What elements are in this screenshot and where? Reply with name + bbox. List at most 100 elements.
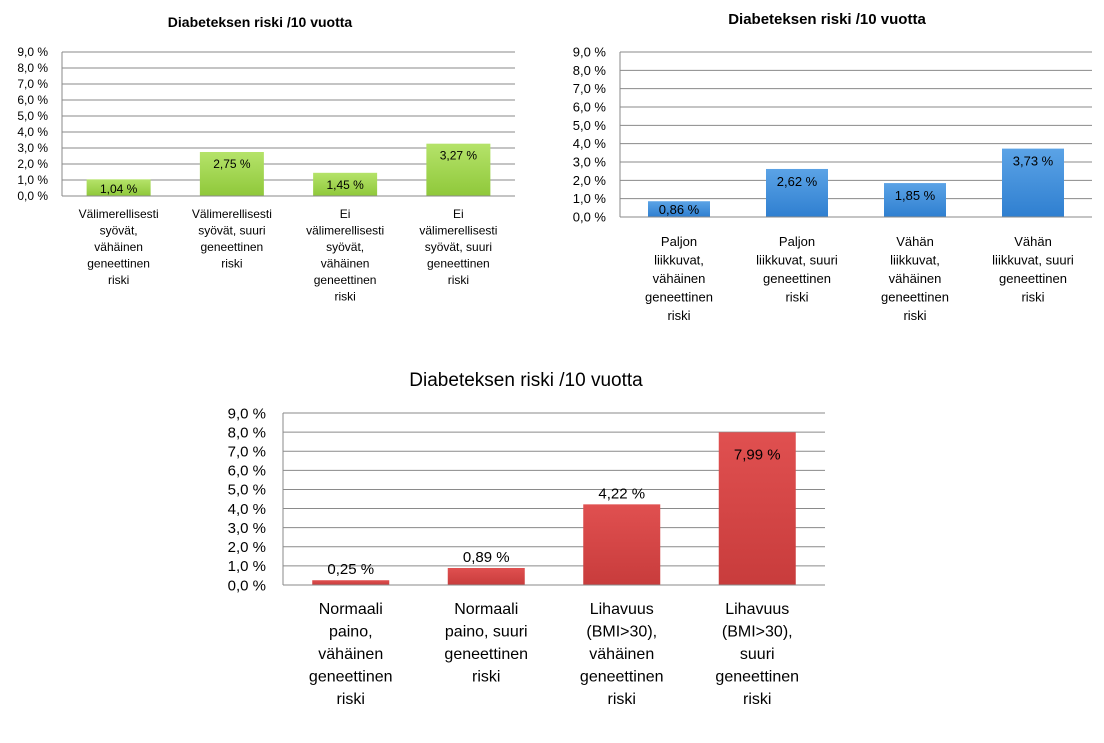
y-tick-label: 1,0 %: [573, 191, 607, 206]
y-tick-label: 7,0 %: [17, 77, 48, 91]
category-label: vähäinen: [889, 271, 942, 286]
category-label: geneettinen: [427, 257, 490, 271]
data-label: 7,99 %: [734, 446, 781, 463]
y-tick-label: 3,0 %: [228, 520, 266, 537]
category-label: geneettinen: [645, 290, 713, 305]
category-label: liikkuvat, suuri: [756, 253, 838, 268]
category-label: Välimerellisesti: [192, 207, 272, 221]
chart-body-weight: Diabeteksen riski /10 vuotta 0,0 % 1,0 % 2,…: [200, 360, 840, 743]
category-label: riski: [334, 290, 355, 304]
category-label: (BMI>30),: [586, 624, 657, 641]
category-label: geneettinen: [881, 290, 949, 305]
y-tick-label: 8,0 %: [573, 63, 607, 78]
y-tick-label: 1,0 %: [17, 173, 48, 187]
category-label: geneettinen: [763, 271, 831, 286]
category-label: Lihavuus: [590, 601, 654, 618]
chart-title: Diabeteksen riski /10 vuotta: [168, 14, 353, 30]
category-label: syövät, suuri: [425, 240, 492, 254]
data-label: 1,85 %: [895, 188, 936, 203]
bar: [312, 580, 390, 585]
category-label: Lihavuus: [725, 601, 789, 618]
category-label: Paljon: [779, 234, 815, 249]
data-label: 2,75 %: [213, 157, 251, 171]
category-label: (BMI>30),: [722, 624, 793, 641]
category-label: riski: [337, 691, 365, 708]
chart-svg-1: Diabeteksen riski /10 vuotta 0,0 % 1,0 % 2,…: [17, 14, 515, 304]
y-tick-label: 0,0 %: [228, 577, 266, 594]
category-label: vähäinen: [321, 257, 370, 271]
y-tick-label: 5,0 %: [17, 109, 48, 123]
y-tick-label: 9,0 %: [17, 45, 48, 59]
y-tick-label: 7,0 %: [228, 443, 266, 460]
bar: [718, 432, 796, 585]
category-label: geneettinen: [999, 271, 1067, 286]
y-tick-label: 4,0 %: [228, 501, 266, 518]
category-label: Välimerellisesti: [79, 207, 159, 221]
y-tick-label: 0,0 %: [17, 189, 48, 203]
category-label: paino,: [329, 624, 373, 641]
y-tick-label: 8,0 %: [228, 424, 266, 441]
category-label: riski: [472, 669, 500, 686]
y-tick-label: 6,0 %: [17, 93, 48, 107]
bar: [86, 179, 151, 196]
data-label: 0,89 %: [463, 549, 510, 566]
data-label: 0,86 %: [659, 202, 700, 217]
category-label: syövät, suuri: [198, 224, 265, 238]
category-label: vähäinen: [94, 240, 143, 254]
category-label: riski: [108, 273, 129, 287]
category-label: riski: [221, 257, 242, 271]
category-label: välimerellisesti: [419, 224, 497, 238]
category-label: vähäinen: [318, 646, 383, 663]
y-tick-label: 5,0 %: [228, 482, 266, 499]
y-tick-label: 4,0 %: [17, 125, 48, 139]
data-label: 1,04 %: [100, 182, 138, 196]
category-label: riski: [608, 691, 636, 708]
data-label: 2,62 %: [777, 174, 818, 189]
bar: [1002, 148, 1064, 217]
category-label: Ei: [340, 207, 351, 221]
category-label: geneettinen: [715, 669, 799, 686]
chart-svg-3: Diabeteksen riski /10 vuotta 0,0 % 1,0 % 2,…: [228, 370, 825, 708]
y-tick-label: 2,0 %: [17, 157, 48, 171]
bar: [426, 143, 491, 196]
y-tick-label: 3,0 %: [573, 155, 607, 170]
bar: [583, 504, 661, 585]
category-label: riski: [743, 691, 771, 708]
y-tick-label: 2,0 %: [228, 539, 266, 556]
category-label: geneettinen: [314, 273, 377, 287]
category-label: Normaali: [454, 601, 518, 618]
y-tick-label: 6,0 %: [573, 100, 607, 115]
category-label: geneettinen: [580, 669, 664, 686]
data-label: 1,45 %: [326, 178, 364, 192]
category-label: suuri: [740, 646, 775, 663]
category-label: Vähän: [1014, 234, 1052, 249]
bar: [199, 152, 264, 196]
category-label: riski: [448, 273, 469, 287]
category-label: syövät,: [100, 224, 138, 238]
category-label: riski: [785, 290, 808, 305]
chart-svg-2: Diabeteksen riski /10 vuotta 0,0 % 1,0 % 2,…: [573, 11, 1092, 323]
category-label: geneettinen: [87, 257, 150, 271]
category-label: välimerellisesti: [306, 224, 384, 238]
category-label: liikkuvat, suuri: [992, 253, 1074, 268]
y-tick-label: 9,0 %: [573, 45, 607, 60]
bar: [884, 183, 946, 217]
bar: [447, 567, 525, 585]
category-label: geneettinen: [444, 646, 528, 663]
category-label: riski: [667, 308, 690, 323]
y-tick-label: 9,0 %: [228, 405, 266, 422]
category-label: Ei: [453, 207, 464, 221]
bar: [766, 168, 828, 217]
chart-physical-activity: Diabeteksen riski /10 vuotta 0,0 % 1,0 % 2,…: [540, 0, 1104, 345]
category-label: Vähän: [896, 234, 934, 249]
category-label: Normaali: [319, 601, 383, 618]
category-label: riski: [903, 308, 926, 323]
y-tick-label: 5,0 %: [573, 118, 607, 133]
y-tick-label: 2,0 %: [573, 173, 607, 188]
y-tick-label: 0,0 %: [573, 210, 607, 225]
category-label: liikkuvat,: [654, 253, 704, 268]
chart-mediterranean-diet: Diabeteksen riski /10 vuotta 0,0 % 1,0 % 2,…: [0, 0, 520, 335]
y-tick-label: 4,0 %: [573, 136, 607, 151]
category-label: paino, suuri: [445, 624, 528, 641]
chart-title: Diabeteksen riski /10 vuotta: [728, 11, 926, 28]
